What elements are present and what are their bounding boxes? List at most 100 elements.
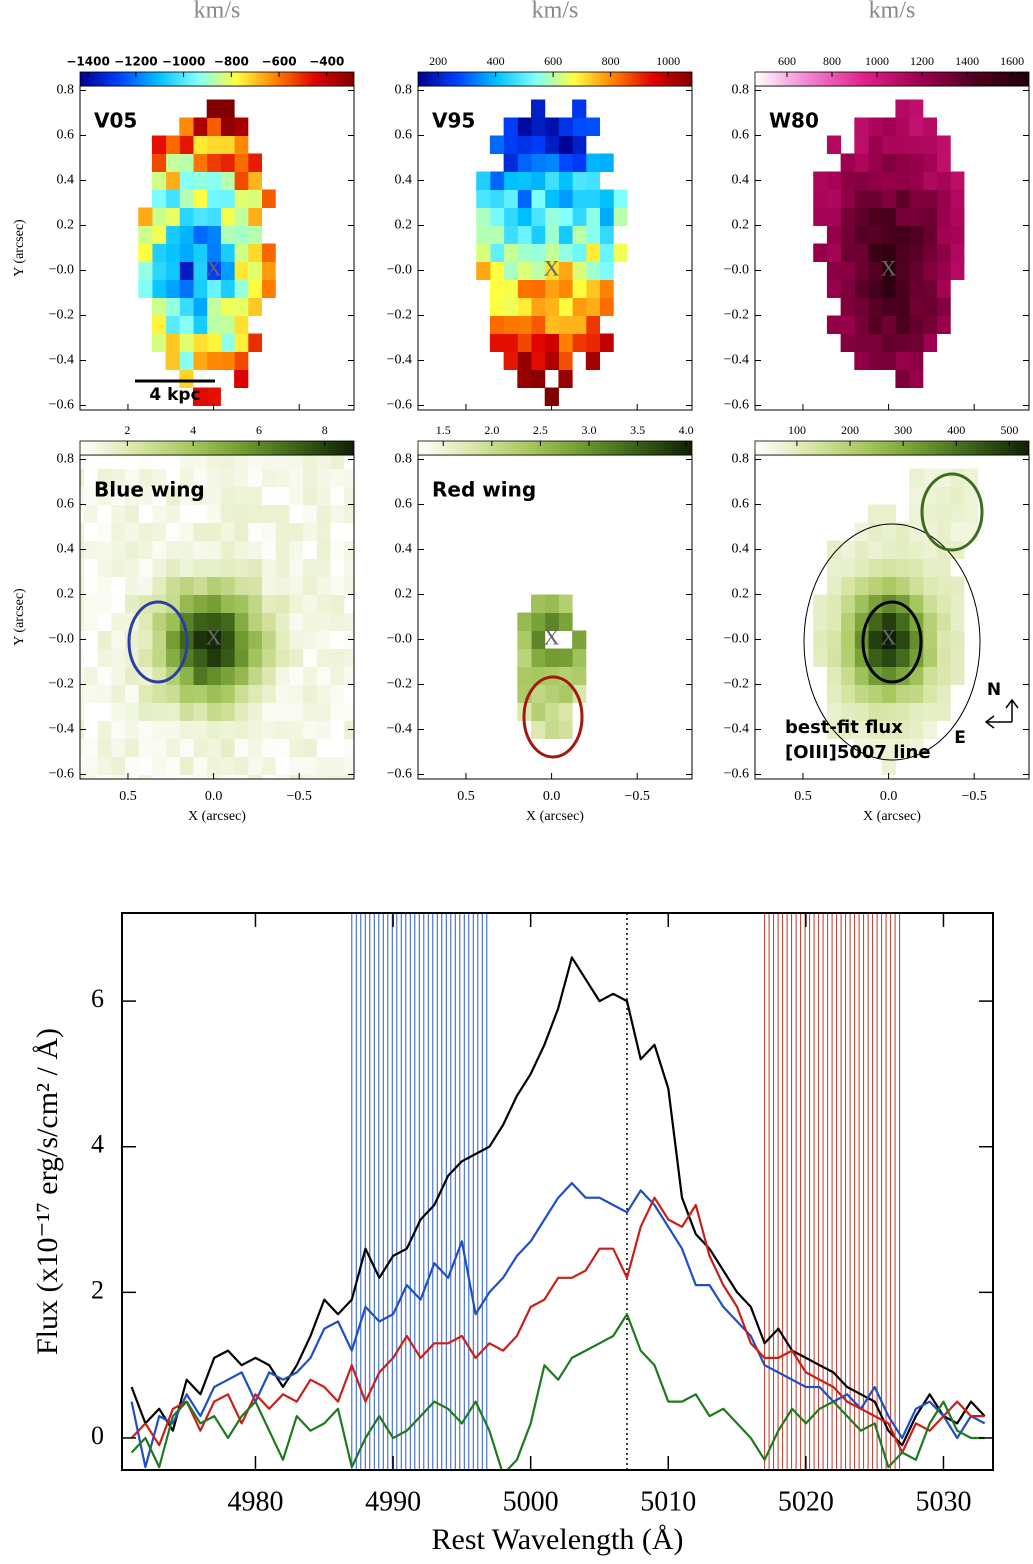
map-pixel <box>234 207 249 226</box>
map-pixel <box>895 189 910 208</box>
map-pixel <box>922 297 938 316</box>
map-pixel <box>234 594 249 613</box>
map-pixel <box>97 540 112 559</box>
map-pixel <box>826 243 842 262</box>
map-pixel <box>840 333 855 352</box>
map-pixel <box>572 189 587 208</box>
map-pixel <box>881 558 896 577</box>
map-pixel <box>950 522 965 541</box>
map-pixel <box>357 757 371 776</box>
map-pixel <box>476 171 491 190</box>
map-pixel <box>826 540 842 559</box>
map-pixel <box>868 117 883 136</box>
map-pixel <box>826 684 842 703</box>
map-pixel <box>220 153 235 172</box>
map-pixel <box>531 594 546 613</box>
map-pixel <box>179 117 194 136</box>
map-pixel <box>531 684 546 703</box>
series-line <box>130 956 986 1447</box>
y-tick-label: −0.0 <box>724 263 749 278</box>
map-pixel <box>179 666 194 685</box>
map-pixel <box>206 225 221 244</box>
map-pixel <box>909 297 924 316</box>
map-pixel <box>151 558 167 577</box>
map-pixel <box>517 612 532 631</box>
map-pixel <box>558 171 573 190</box>
colorbar-tick-label: 400 <box>487 54 505 68</box>
map-pixel <box>288 648 304 667</box>
map-pixel <box>206 468 221 487</box>
clump-region <box>920 472 984 552</box>
colorbar-tick-label: 1.5 <box>436 423 451 437</box>
map-pixel <box>881 207 896 226</box>
map-pixel <box>302 522 317 541</box>
map-pixel <box>302 774 317 779</box>
map-pixel <box>895 333 910 352</box>
map-pixel <box>220 315 235 334</box>
map-pixel <box>247 540 263 559</box>
map-pixel <box>275 540 290 559</box>
map-pixel <box>922 261 938 280</box>
map-pixel <box>275 666 290 685</box>
map-pixel <box>97 738 112 757</box>
map-pixel <box>193 756 208 775</box>
map-pixel <box>936 207 951 226</box>
map-pixel <box>193 261 208 280</box>
maps: 0.8 0.6 0.4 0.2 −0.0 −0.2 −0.4 −0.6 Y (arcsec) X V… <box>12 0 1030 824</box>
map-pixel <box>83 594 98 613</box>
map-pixel <box>909 666 924 685</box>
map-pixel <box>138 558 153 577</box>
map-pixel <box>476 207 491 226</box>
map-pixel <box>275 504 290 523</box>
map-pixel <box>544 279 559 298</box>
map-pixel <box>220 135 235 154</box>
map-pixel <box>97 612 112 631</box>
map-pixel <box>840 243 855 262</box>
map-pixel <box>220 648 235 667</box>
map-pixel <box>950 666 965 685</box>
map-pixel <box>179 207 194 226</box>
map-pixel <box>936 504 951 523</box>
map-pixel <box>343 774 354 779</box>
map-pixel <box>110 756 126 775</box>
map-pixel <box>895 522 910 541</box>
map-pixel <box>80 522 84 541</box>
colorbar-tick-label: 4 <box>190 423 196 437</box>
x-tick-label: 0.0 <box>205 789 223 804</box>
map-pixel <box>165 243 180 262</box>
map-pixel <box>854 243 869 262</box>
series-line <box>130 1196 985 1454</box>
map-pixel <box>840 720 855 739</box>
map-pixel <box>288 558 304 577</box>
map-pixel <box>261 594 276 613</box>
map-pixel <box>179 576 194 595</box>
map-pixel <box>950 189 965 208</box>
map-pixel <box>895 558 910 577</box>
map-pixel <box>138 486 153 505</box>
map-pixel <box>165 522 180 541</box>
map-pixel <box>922 594 938 613</box>
y-tick-label: 0.8 <box>57 83 75 98</box>
map-pixel <box>868 171 883 190</box>
map-pixel <box>922 171 938 190</box>
map-pixel <box>868 648 883 667</box>
map-pixel <box>950 576 965 595</box>
map-pixel <box>206 261 221 280</box>
map-pixel <box>840 540 855 559</box>
east-arrow <box>984 715 1012 729</box>
map-pixel <box>97 720 112 739</box>
map-pixel <box>517 171 532 190</box>
map-pixel <box>206 576 221 595</box>
map-pixel <box>124 468 139 487</box>
map-pixel <box>206 648 221 667</box>
map-pixel <box>909 504 924 523</box>
map-pixel <box>868 540 883 559</box>
map-pixel <box>950 225 965 244</box>
map-pixel <box>357 451 371 470</box>
y-tick-label: 0.6 <box>732 128 750 143</box>
map-pixel <box>193 702 208 721</box>
map-pixel <box>517 153 532 172</box>
map-pixel <box>138 522 153 541</box>
map-pixel <box>83 756 98 775</box>
